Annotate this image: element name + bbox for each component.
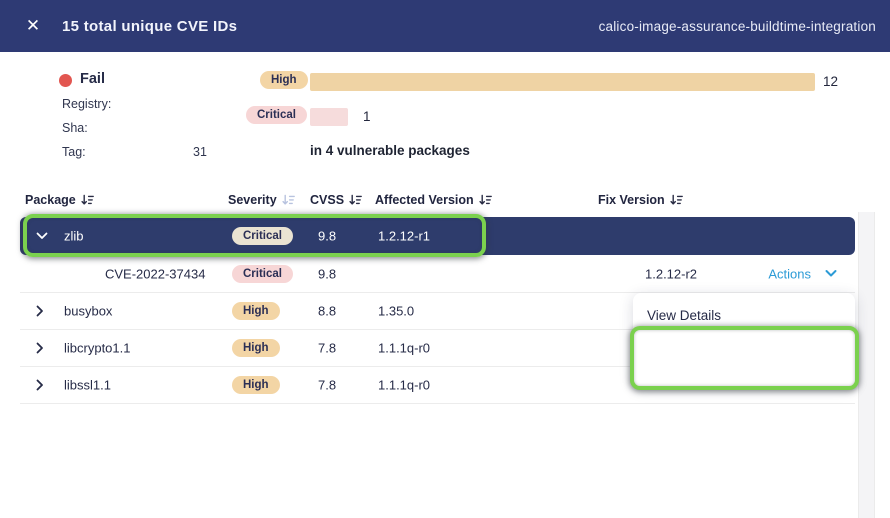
column-header-severity-label: Severity xyxy=(228,193,277,207)
high-severity-bar xyxy=(310,73,815,91)
chevron-right-icon[interactable] xyxy=(36,305,44,317)
vertical-scrollbar[interactable] xyxy=(858,212,875,518)
package-name: libssl1.1 xyxy=(64,377,111,393)
column-header-affected-version-label: Affected Version xyxy=(375,193,474,207)
chevron-right-icon[interactable] xyxy=(36,342,44,354)
severity-badge: High xyxy=(232,339,280,357)
package-name: busybox xyxy=(64,303,113,319)
column-header-cvss-label: CVSS xyxy=(310,193,345,207)
sort-icon xyxy=(479,194,492,206)
severity-badge: High xyxy=(232,302,280,320)
fail-status-label: Fail xyxy=(80,71,105,87)
severity-badge: High xyxy=(232,376,280,394)
registry-label: Registry: xyxy=(62,97,112,111)
tag-label: Tag: xyxy=(62,145,86,159)
page-title: 15 total unique CVE IDs xyxy=(62,17,238,35)
cvss-value: 7.8 xyxy=(318,340,337,356)
actions-button[interactable]: Actions xyxy=(768,266,837,281)
critical-severity-badge: Critical xyxy=(246,106,307,124)
column-header-fix-version[interactable]: Fix Version xyxy=(598,193,683,207)
actions-dropdown-menu: View Details Add Exception xyxy=(633,293,855,386)
column-header-package[interactable]: Package xyxy=(25,193,94,207)
package-name: libcrypto1.1 xyxy=(64,340,131,356)
high-severity-badge: High xyxy=(260,71,308,89)
cvss-value: 9.8 xyxy=(318,228,337,244)
table-row-cve: CVE-2022-37434 Critical 9.8 1.2.12-r2 Ac… xyxy=(20,255,855,293)
cve-id-link[interactable]: CVE-2022-37434 xyxy=(105,266,206,281)
column-header-package-label: Package xyxy=(25,193,76,207)
severity-badge: Critical xyxy=(232,227,293,245)
critical-severity-count: 1 xyxy=(363,109,371,124)
menu-item-add-exception[interactable]: Add Exception xyxy=(633,335,855,363)
affected-version-value: 1.2.12-r1 xyxy=(378,228,431,244)
cvss-value: 8.8 xyxy=(318,303,337,319)
sha-label: Sha: xyxy=(62,121,88,135)
close-icon[interactable]: ✕ xyxy=(25,16,41,35)
sort-icon xyxy=(282,194,295,206)
column-header-cvss[interactable]: CVSS xyxy=(310,193,362,207)
table-row-zlib[interactable]: zlib Critical 9.8 1.2.12-r1 xyxy=(20,217,855,255)
sort-icon xyxy=(349,194,362,206)
cvss-value: 7.8 xyxy=(318,377,337,393)
menu-item-view-details[interactable]: View Details xyxy=(647,307,722,323)
panel-header: ✕ 15 total unique CVE IDs calico-image-a… xyxy=(0,0,890,52)
column-header-affected-version[interactable]: Affected Version xyxy=(375,193,492,207)
menu-footer-area xyxy=(633,363,855,386)
fail-status-dot xyxy=(59,74,72,87)
actions-button-label: Actions xyxy=(768,266,811,281)
chevron-right-icon[interactable] xyxy=(36,379,44,391)
chevron-down-icon[interactable] xyxy=(36,232,48,240)
critical-severity-bar xyxy=(310,108,348,126)
high-severity-count: 12 xyxy=(823,74,839,89)
column-header-fix-version-label: Fix Version xyxy=(598,193,665,207)
chevron-down-icon xyxy=(825,270,837,277)
vulnerable-packages-note: in 4 vulnerable packages xyxy=(310,143,470,158)
column-header-severity[interactable]: Severity xyxy=(228,193,295,207)
package-name: zlib xyxy=(64,228,84,244)
image-name-label: calico-image-assurance-buildtime-integra… xyxy=(598,18,876,34)
affected-version-value: 1.1.1q-r0 xyxy=(378,340,431,356)
fix-version-value: 1.2.12-r2 xyxy=(645,266,698,281)
sort-icon xyxy=(81,194,94,206)
severity-badge: Critical xyxy=(232,264,293,283)
sort-icon xyxy=(670,194,683,206)
affected-version-value: 1.1.1q-r0 xyxy=(378,377,431,393)
affected-version-value: 1.35.0 xyxy=(378,303,415,319)
tag-value: 31 xyxy=(193,145,207,159)
cvss-value: 9.8 xyxy=(318,266,337,281)
